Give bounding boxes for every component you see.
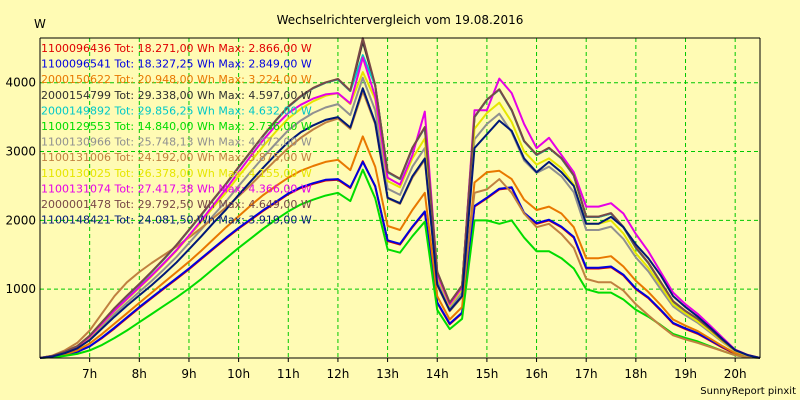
- x-tick-label: 19h: [674, 367, 697, 381]
- legend-entry-1: 1100096436 Tot: 18.271,00 Wh Max: 2.866,…: [41, 42, 312, 55]
- series-line-10: [39, 56, 761, 359]
- legend-entry-11: 2000001478 Tot: 29.792,50 Wh Max: 4.649,…: [41, 198, 312, 211]
- grid: [40, 38, 760, 358]
- x-tick-label: 13h: [376, 367, 399, 381]
- x-tick-label: 10h: [227, 367, 250, 381]
- y-tick-label: 4000: [5, 76, 36, 90]
- y-tick-label: 2000: [5, 213, 36, 227]
- x-tick-label: 17h: [575, 367, 598, 381]
- x-tick-label: 15h: [475, 367, 498, 381]
- legend-entry-10: 1100131074 Tot: 27.417,38 Wh Max: 4.366,…: [41, 182, 312, 195]
- x-tick-label: 20h: [724, 367, 747, 381]
- x-tick-label: 9h: [181, 367, 196, 381]
- x-tick-label: 14h: [426, 367, 449, 381]
- credit-text: SunnyReport pinxit: [700, 386, 796, 397]
- series-line-12: [39, 87, 761, 359]
- chart-title: Wechselrichtervergleich vom 19.08.2016: [277, 13, 524, 27]
- y-tick-label: 3000: [5, 145, 36, 159]
- series-lines: [39, 37, 761, 359]
- x-tick-label: 16h: [525, 367, 548, 381]
- plot-area: [40, 38, 760, 358]
- series-line-7: [39, 76, 761, 359]
- x-tick-label: 12h: [326, 367, 349, 381]
- axes: 7h 8h 9h 10h 11h 12h 13h 14h 15h 16h 17h 18h 19h 20h 1…: [5, 37, 761, 381]
- legend-entry-5: 2000149892 Tot: 29.856,25 Wh Max: 4.632,…: [41, 104, 312, 117]
- series-line-11: [39, 37, 761, 359]
- legend-entry-9: 1100130025 Tot: 26.378,00 Wh Max: 4.155,…: [41, 167, 312, 180]
- x-tick-label: 8h: [132, 367, 147, 381]
- legend-entry-3: 2000150622 Tot: 20.948,00 Wh Max: 3.224,…: [41, 73, 312, 86]
- x-tick-label: 7h: [82, 367, 97, 381]
- x-tick-label: 18h: [624, 367, 647, 381]
- legend-entry-4: 2000154799 Tot: 29.338,00 Wh Max: 4.597,…: [41, 89, 312, 102]
- series-line-2: [39, 160, 761, 359]
- legend-entry-7: 1100130966 Tot: 25.748,13 Wh Max: 4.072,…: [41, 136, 312, 149]
- y-axis-unit-label: W: [34, 17, 46, 31]
- legend: 1100096436 Tot: 18.271,00 Wh Max: 2.866,…: [41, 42, 312, 227]
- x-tick-label: 11h: [277, 367, 300, 381]
- legend-entry-12: 1100148421 Tot: 24.081,50 Wh Max: 3.919,…: [41, 214, 312, 227]
- legend-entry-8: 1100131006 Tot: 24.192,00 Wh Max: 3.875,…: [41, 151, 312, 164]
- series-line-3: [39, 135, 761, 359]
- legend-entry-2: 1100096541 Tot: 18.327,25 Wh Max: 2.849,…: [41, 58, 312, 71]
- series-line-6: [39, 168, 761, 359]
- legend-entry-6: 1100129553 Tot: 14.840,00 Wh Max: 2.736,…: [41, 120, 312, 133]
- y-tick-label: 1000: [5, 282, 36, 296]
